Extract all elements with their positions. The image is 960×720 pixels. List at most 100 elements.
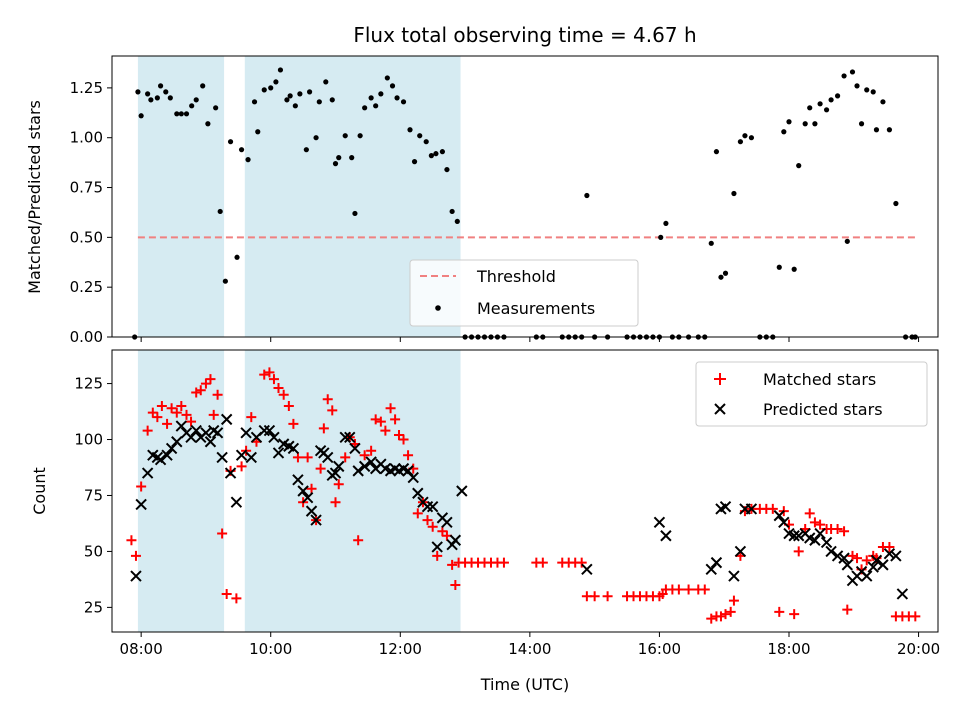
matched-star-point [333, 479, 344, 490]
matched-star-point [767, 503, 778, 514]
measurement-point [718, 274, 724, 280]
matched-star-point [842, 604, 853, 615]
measurement-point [193, 97, 199, 103]
matched-star-point [268, 374, 279, 385]
matched-star-point [176, 400, 187, 411]
measurement-point [737, 139, 744, 145]
measurement-point [781, 129, 787, 135]
measurement-point [713, 149, 720, 155]
matched-star-point [273, 383, 284, 394]
matched-star-point [589, 591, 600, 602]
matched-star-point [380, 425, 391, 436]
measurement-point [870, 89, 876, 95]
matched-star-point [330, 497, 341, 508]
matched-star-point [359, 450, 370, 461]
predicted-star-point [788, 530, 800, 542]
top-ytick-label: 0.75 [70, 179, 103, 197]
predicted-star-point [230, 496, 243, 508]
predicted-star-point [441, 516, 453, 529]
predicted-star-point [653, 516, 666, 529]
matched-star-point [412, 508, 423, 519]
matched-star-point [852, 553, 863, 564]
predicted-star-point [793, 530, 805, 542]
matched-star-point [147, 407, 158, 418]
matched-star-point [126, 535, 137, 546]
measurement-point [145, 91, 151, 97]
measurement-point [303, 147, 309, 153]
measurement-point [174, 111, 180, 117]
matched-star-point [200, 378, 211, 389]
measurement-point [748, 135, 755, 141]
measurement-point [373, 103, 379, 109]
matched-star-point [683, 584, 694, 595]
predicted-star-point [728, 570, 740, 582]
xtick-label: 10:00 [249, 640, 292, 658]
measurement-point [444, 166, 450, 173]
measurement-point [135, 89, 141, 95]
xtick-label: 08:00 [120, 640, 163, 658]
top-ytick-label: 0.25 [70, 278, 103, 296]
predicted-star-point [841, 559, 854, 571]
measurement-point [138, 113, 144, 119]
bottom-ytick-label: 75 [84, 486, 103, 504]
matched-star-point [774, 606, 785, 617]
predicted-star-point [211, 427, 224, 439]
predicted-star-point [268, 431, 280, 443]
measurement-point [378, 91, 384, 97]
matched-star-point [264, 367, 275, 378]
matched-star-point [725, 606, 736, 617]
measurement-point [200, 83, 206, 89]
matched-star-point [288, 418, 299, 429]
measurement-point [287, 93, 293, 99]
matched-star-point [292, 452, 303, 463]
matched-star-point [259, 369, 270, 380]
measurement-point [292, 103, 298, 109]
measurement-point [389, 83, 396, 89]
xtick-label: 12:00 [379, 640, 422, 658]
measurement-point [234, 254, 240, 260]
predicted-star-point [365, 456, 377, 468]
measurement-point [834, 93, 841, 99]
matched-star-point [212, 389, 223, 400]
matched-star-point [437, 526, 448, 537]
measurement-point [238, 147, 245, 153]
matched-star-point [191, 387, 202, 398]
shaded-interval [244, 350, 461, 632]
predicted-star-point [305, 505, 318, 517]
measurement-point [658, 234, 664, 240]
measurement-point [844, 238, 850, 244]
predicted-star-point [838, 552, 850, 564]
predicted-star-point [825, 545, 837, 558]
predicted-star-point [235, 449, 248, 461]
measurement-point [227, 139, 234, 145]
predicted-star-point [710, 556, 723, 569]
matched-star-point [699, 584, 710, 595]
bottom-y-axis-label: Count [30, 467, 49, 515]
matched-star-point [673, 584, 684, 595]
measurements-legend-marker [435, 305, 441, 311]
matched-star-point [447, 559, 458, 570]
predicted-star-point [154, 453, 167, 466]
predicted-star-point [220, 413, 233, 426]
predicted-star-point [890, 550, 902, 562]
matched-star-point [152, 412, 163, 423]
bottom-axes-frame [111, 349, 939, 633]
measurement-point [284, 97, 290, 103]
matched-star-point [884, 541, 895, 552]
predicted-star-point [263, 424, 276, 437]
bottom-panel: 25 50 75 100 125 08:00 10:00 12:00 14:00 16:00 18… [30, 349, 940, 694]
measurement-point [349, 155, 355, 161]
matched-star-point [166, 403, 177, 414]
predicted-star-point [175, 420, 188, 432]
measurement-point [828, 97, 834, 103]
measurement-point [148, 97, 154, 103]
top-ytick-label: 1.00 [70, 129, 103, 147]
matched-star-point [793, 546, 804, 557]
matched-star-point [839, 526, 850, 537]
predicted-star-point [287, 442, 300, 455]
measurement-point [157, 83, 164, 89]
measurement-point [802, 121, 808, 127]
predicted-star-point [734, 545, 747, 558]
predicted-star-point [297, 485, 309, 497]
top-x-ticks [140, 337, 920, 342]
